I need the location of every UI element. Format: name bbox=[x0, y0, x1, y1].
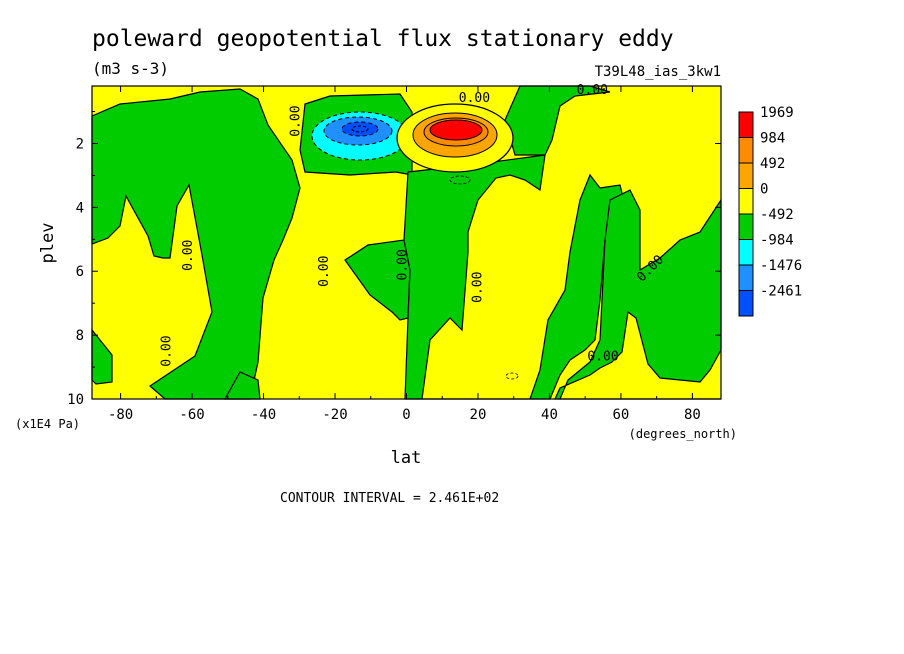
legend-label: 0 bbox=[760, 182, 768, 198]
legend-swatch bbox=[738, 188, 754, 215]
contour-label: 0.00 bbox=[317, 256, 332, 287]
legend-swatch bbox=[738, 264, 754, 291]
y-tick-label: 6 bbox=[76, 264, 84, 280]
x-tick-label: 80 bbox=[684, 407, 701, 423]
y-tick-label: 10 bbox=[67, 392, 84, 408]
x-tick-label: 20 bbox=[470, 407, 487, 423]
y-tick-label: 8 bbox=[76, 328, 84, 344]
x-axis: -80 -60 -40 -20 0 20 40 60 80 bbox=[108, 86, 701, 423]
contour-label: 0.00 bbox=[587, 350, 618, 365]
chart-subtitle: (m3 s-3) bbox=[92, 59, 169, 78]
contour-label: 0.00 bbox=[160, 335, 175, 366]
x-tick-label: 60 bbox=[613, 407, 630, 423]
legend-swatch bbox=[738, 239, 754, 266]
legend-label: 1969 bbox=[760, 105, 794, 121]
contour-label: 0.00 bbox=[577, 83, 608, 98]
legend-label: -984 bbox=[760, 233, 794, 249]
green-region-upper-south bbox=[91, 88, 301, 400]
run-label: T39L48_ias_3kw1 bbox=[595, 64, 721, 80]
y-axis: 2 4 6 8 10 bbox=[67, 111, 721, 408]
contour-interval: CONTOUR INTERVAL = 2.461E+02 bbox=[280, 491, 499, 506]
green-region-central bbox=[403, 154, 626, 400]
x-tick-label: 40 bbox=[541, 407, 558, 423]
x-tick-label: -60 bbox=[179, 407, 204, 423]
chart-title: poleward geopotential flux stationary ed… bbox=[92, 26, 674, 52]
y-tick-label: 2 bbox=[76, 136, 84, 152]
legend-label: -492 bbox=[760, 207, 794, 223]
green-region-north bbox=[554, 189, 722, 400]
neg-contour-core bbox=[341, 121, 379, 137]
contour-label: 0.00 bbox=[288, 105, 303, 136]
legend-swatch bbox=[738, 290, 754, 317]
legend-swatch bbox=[738, 111, 754, 138]
legend-label: 492 bbox=[760, 156, 785, 172]
x-tick-label: 0 bbox=[402, 407, 410, 423]
contour-label: 0.00 bbox=[471, 272, 486, 303]
color-legend: 1969 984 492 0 -492 -984 -1476 -2461 bbox=[738, 105, 802, 317]
legend-swatch bbox=[738, 162, 754, 189]
neg-contour-inner bbox=[351, 125, 369, 133]
contour-label: 0.00 bbox=[459, 91, 490, 106]
y-tick-label: 4 bbox=[76, 200, 84, 216]
x-axis-units: (degrees_north) bbox=[629, 427, 737, 441]
contour-label: 0.00 bbox=[396, 249, 411, 280]
contour-label: 0.00 bbox=[181, 240, 196, 271]
legend-swatch bbox=[738, 137, 754, 164]
x-axis-title: lat bbox=[391, 448, 422, 468]
legend-label: -2461 bbox=[760, 284, 802, 300]
legend-swatch bbox=[738, 213, 754, 240]
y-axis-units: (x1E4 Pa) bbox=[15, 417, 80, 431]
positive-center bbox=[396, 103, 514, 173]
minor-contours bbox=[449, 175, 519, 380]
x-tick-label: -80 bbox=[108, 407, 133, 423]
x-tick-label: -20 bbox=[322, 407, 347, 423]
x-tick-label: -40 bbox=[251, 407, 276, 423]
contour-labels: 0.000.000.000.000.00 0.000.000.000.00 0.00 bbox=[160, 83, 667, 367]
legend-label: 984 bbox=[760, 131, 785, 147]
legend-label: -1476 bbox=[760, 258, 802, 274]
negative-center bbox=[311, 111, 409, 161]
pos-contour-core bbox=[429, 119, 483, 141]
y-axis-title: plev bbox=[38, 223, 58, 264]
